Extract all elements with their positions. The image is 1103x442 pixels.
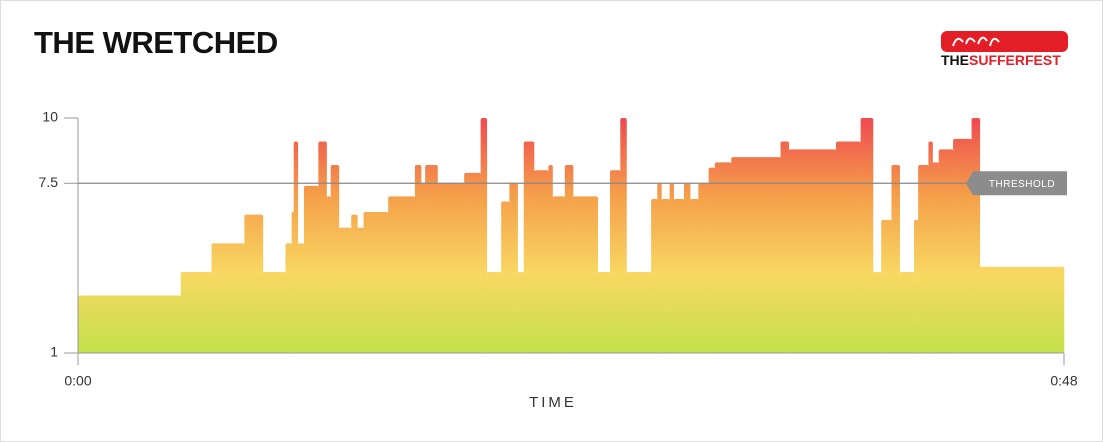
threshold-label: THRESHOLD: [989, 179, 1055, 190]
step-bar: [211, 243, 245, 353]
step-bar: [303, 185, 319, 353]
x-axis-label: TIME: [529, 394, 577, 411]
step-bar: [891, 165, 900, 353]
step-bar: [330, 165, 340, 353]
step-bar: [597, 272, 611, 353]
step-bar: [881, 219, 892, 353]
logo-eyes: [952, 36, 1000, 47]
logo-bar: [941, 31, 1068, 52]
step-bar: [690, 198, 699, 353]
step-bar: [523, 141, 535, 353]
step-bar: [657, 183, 662, 353]
step-bar: [326, 196, 331, 353]
step-bar: [928, 141, 933, 353]
step-bar: [293, 141, 299, 353]
step-bar: [414, 165, 422, 353]
logo: THESUFFERFEST: [941, 31, 1068, 68]
step-bar: [932, 162, 939, 353]
step-bar: [564, 165, 574, 353]
step-bar: [780, 141, 790, 353]
step-bar: [708, 167, 716, 353]
step-bar: [714, 162, 732, 353]
step-bar: [425, 165, 438, 353]
step-bar: [388, 196, 416, 353]
step-bar: [661, 198, 670, 353]
step-bar: [731, 157, 781, 353]
step-bar: [297, 243, 305, 353]
y-tick-label: 10: [42, 109, 58, 125]
step-bar: [610, 170, 621, 353]
step-bar: [351, 214, 358, 353]
logo-prefix: THE: [941, 52, 969, 68]
threshold-tag: [966, 171, 1067, 196]
x-tick-label: 0:00: [64, 373, 91, 389]
step-bar: [548, 165, 553, 353]
step-bar: [78, 295, 182, 353]
step-bar: [872, 272, 882, 353]
step-bar: [953, 138, 972, 353]
step-bar: [620, 118, 627, 353]
step-bar: [509, 183, 518, 353]
step-bar: [180, 272, 212, 353]
step-bar: [357, 227, 364, 353]
x-tick-label: 0:48: [1050, 373, 1077, 389]
step-bar: [480, 118, 488, 353]
step-bar: [683, 183, 691, 353]
step-bar: [437, 183, 465, 353]
y-tick-label: 1: [50, 344, 58, 360]
step-bar: [363, 212, 389, 353]
step-bar: [486, 272, 502, 353]
step-bar: [788, 149, 837, 353]
step-bar: [338, 227, 352, 353]
logo-name: SUFFERFEST: [969, 52, 1061, 68]
step-bar: [835, 141, 861, 353]
step-bar: [914, 219, 919, 353]
step-bar: [285, 243, 292, 353]
step-bar: [573, 196, 599, 353]
step-bar: [971, 118, 981, 353]
step-bar: [501, 201, 510, 353]
logo-text: THESUFFERFEST: [941, 52, 1061, 68]
step-bar: [318, 141, 327, 353]
step-bar: [552, 196, 566, 353]
step-bar: [860, 118, 874, 353]
step-bar: [918, 165, 929, 353]
step-bar: [291, 212, 294, 353]
step-bar: [244, 214, 264, 353]
step-bar: [421, 183, 426, 353]
y-tick-label: 7.5: [39, 174, 59, 190]
step-bar: [899, 272, 915, 353]
chart-title: THE WRETCHED: [34, 25, 278, 60]
step-bar: [938, 149, 954, 353]
step-bar: [262, 272, 286, 353]
step-bar: [651, 198, 658, 353]
step-bar: [464, 172, 481, 353]
step-bar: [979, 266, 1065, 353]
step-bar: [669, 183, 675, 353]
step-bar: [534, 170, 549, 353]
step-bar: [626, 272, 652, 353]
step-bar: [673, 198, 685, 353]
step-bar: [517, 272, 525, 353]
step-bar: [698, 183, 709, 353]
